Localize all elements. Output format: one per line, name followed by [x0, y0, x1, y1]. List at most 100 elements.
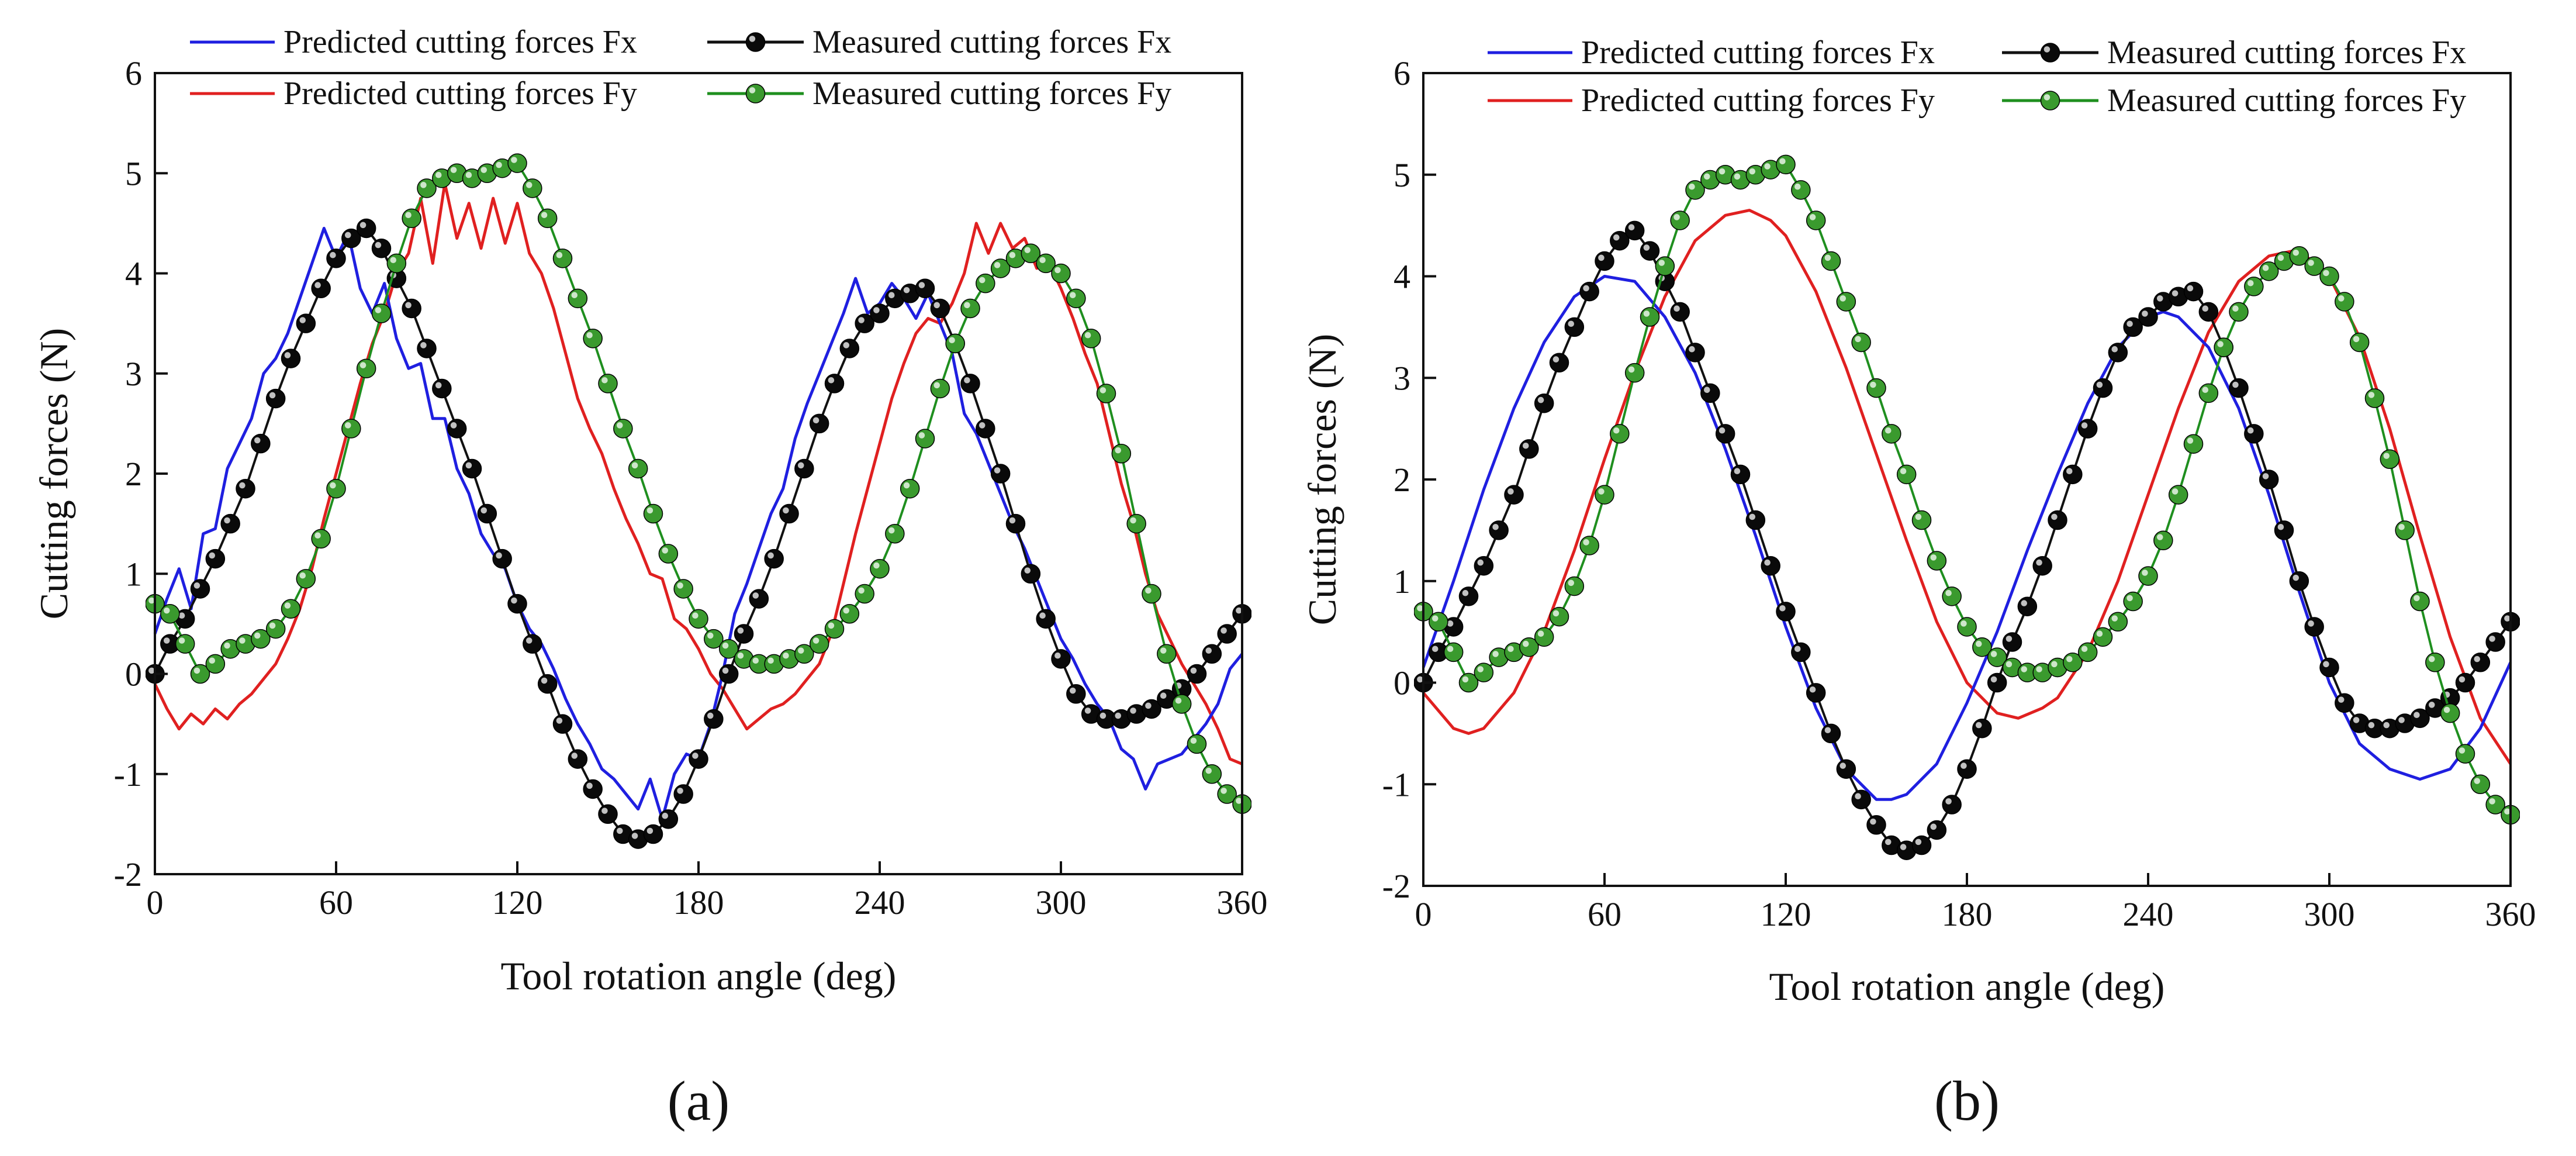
data-point-measured-fy [598, 374, 618, 394]
data-point-measured-fy-highlight [1039, 257, 1046, 264]
data-point-measured-fy-highlight [828, 622, 835, 629]
data-point-measured-fy-body [1111, 444, 1132, 464]
data-point-measured-fy [1821, 251, 1841, 271]
plot-area-a [146, 153, 1251, 849]
data-point-measured-fx [507, 593, 527, 614]
data-point-measured-fy-highlight [390, 257, 397, 264]
data-point-measured-fx-highlight [1915, 838, 1922, 846]
data-point-measured-fy [2395, 520, 2415, 540]
data-point-measured-fx-body [1217, 624, 1237, 644]
tick-marks-b: 0 60 120 180 240 300 360 -2 -1 0 1 2 3 4 5 6 [1382, 54, 2536, 933]
y-tick-label-b-2: 2 [1394, 461, 1410, 499]
data-point-measured-fy [704, 629, 724, 649]
data-point-measured-fy [1896, 464, 1917, 485]
data-point-measured-fy-highlight [2353, 336, 2360, 343]
data-point-measured-fx-body [311, 278, 331, 298]
data-point-measured-fx [1972, 718, 1992, 739]
data-point-measured-fy-body [1655, 256, 1675, 276]
data-point-measured-fy-body [643, 503, 663, 524]
data-point-measured-fx-highlight [843, 342, 850, 348]
data-point-measured-fx-highlight [344, 232, 351, 239]
data-point-measured-fy [1429, 612, 1448, 632]
data-point-measured-fy-body [1851, 332, 1871, 353]
data-point-measured-fx [900, 284, 920, 303]
data-point-measured-fy-highlight [1220, 788, 1227, 794]
data-point-measured-fy-highlight [178, 637, 185, 644]
data-point-measured-fx [764, 548, 784, 569]
data-point-measured-fy-highlight [1462, 676, 1469, 683]
data-point-measured-fy [960, 298, 980, 319]
data-point-measured-fy-highlight [1749, 168, 1756, 175]
data-point-measured-fy-highlight [783, 652, 789, 659]
data-point-measured-fy [613, 419, 633, 439]
data-point-measured-fy [2410, 591, 2430, 612]
data-point-measured-fy-highlight [1447, 646, 1454, 653]
data-point-measured-fx [704, 709, 724, 729]
data-point-measured-fy-body [371, 303, 392, 323]
data-point-measured-fy-highlight [314, 532, 321, 539]
data-point-measured-fy [2289, 246, 2309, 266]
data-point-measured-fy [1685, 180, 1705, 200]
data-point-measured-fy [296, 569, 316, 589]
data-point-measured-fy-body [1202, 764, 1222, 784]
y-tick-label-a-6: 6 [125, 54, 142, 92]
data-point-measured-fy [855, 584, 874, 604]
data-point-measured-fy [2138, 566, 2158, 586]
data-point-measured-fx-body [1700, 383, 1720, 403]
data-point-measured-fx-highlight [1552, 356, 1560, 363]
chart-panel-b: 0 60 120 180 240 300 360 -2 -1 0 1 2 3 4 5 6 Predicted … [1300, 34, 2536, 1132]
data-point-measured-fy [1624, 363, 1645, 383]
data-point-measured-fx-highlight [1220, 627, 1227, 634]
data-point-measured-fy-highlight [254, 632, 261, 639]
data-point-measured-fy-body [1610, 424, 1630, 444]
data-point-measured-fy [1972, 637, 1992, 657]
data-point-measured-fy [1036, 253, 1056, 274]
data-point-measured-fy [673, 579, 693, 599]
data-point-measured-fy [2319, 266, 2339, 287]
legend-marker-measured-fy-body [2040, 91, 2060, 111]
data-point-measured-fy [2214, 337, 2233, 357]
data-point-measured-fx-highlight [1024, 567, 1031, 574]
data-point-measured-fy-highlight [480, 167, 487, 173]
data-point-measured-fx-highlight [2353, 717, 2360, 723]
data-point-measured-fx-highlight [1975, 722, 1982, 729]
data-point-measured-fx-body [281, 348, 301, 368]
data-point-measured-fx [1081, 704, 1101, 724]
data-point-measured-fx [1911, 835, 1932, 855]
data-point-measured-fx-body [2138, 307, 2158, 327]
data-point-measured-fy-body [160, 604, 180, 624]
data-point-measured-fx-highlight [556, 717, 563, 724]
y-tick-label-b-5: 5 [1394, 156, 1410, 194]
data-point-measured-fx-highlight [918, 282, 925, 288]
data-point-measured-fx-highlight [1069, 687, 1076, 694]
data-point-measured-fx [643, 824, 663, 844]
data-point-measured-fy-highlight [1130, 517, 1136, 524]
data-point-measured-fy-highlight [375, 307, 382, 313]
data-point-measured-fy-body [1896, 464, 1917, 485]
data-point-measured-fx-highlight [933, 302, 941, 309]
data-point-measured-fx [1745, 510, 1766, 530]
data-point-measured-fx [1579, 281, 1599, 302]
data-point-measured-fx-body [2183, 281, 2204, 302]
data-point-measured-fy-highlight [2081, 646, 2088, 653]
data-point-measured-fx [1534, 393, 1554, 413]
x-tick-label-a-120: 120 [492, 884, 543, 922]
data-point-measured-fx-highlight [1462, 589, 1469, 596]
data-point-measured-fx-body [673, 784, 693, 804]
data-point-measured-fx [960, 374, 980, 394]
legend-marker-measured-fx-highlight [749, 36, 756, 42]
data-point-measured-fx-highlight [2142, 310, 2148, 317]
data-point-measured-fx-highlight [586, 782, 593, 789]
data-point-measured-fx-body [1640, 241, 1660, 261]
data-point-measured-fy [2485, 795, 2505, 815]
data-point-measured-fx [1821, 723, 1841, 744]
data-point-measured-fx-body [507, 593, 527, 614]
data-point-measured-fy-highlight [1099, 387, 1107, 394]
data-point-measured-fy-body [2455, 744, 2475, 764]
data-point-measured-fx-highlight [783, 507, 789, 514]
x-tick-label-a-180: 180 [673, 884, 724, 922]
data-point-measured-fy-highlight [1598, 488, 1605, 495]
data-point-measured-fy [281, 599, 301, 619]
data-point-measured-fx [2183, 281, 2204, 302]
